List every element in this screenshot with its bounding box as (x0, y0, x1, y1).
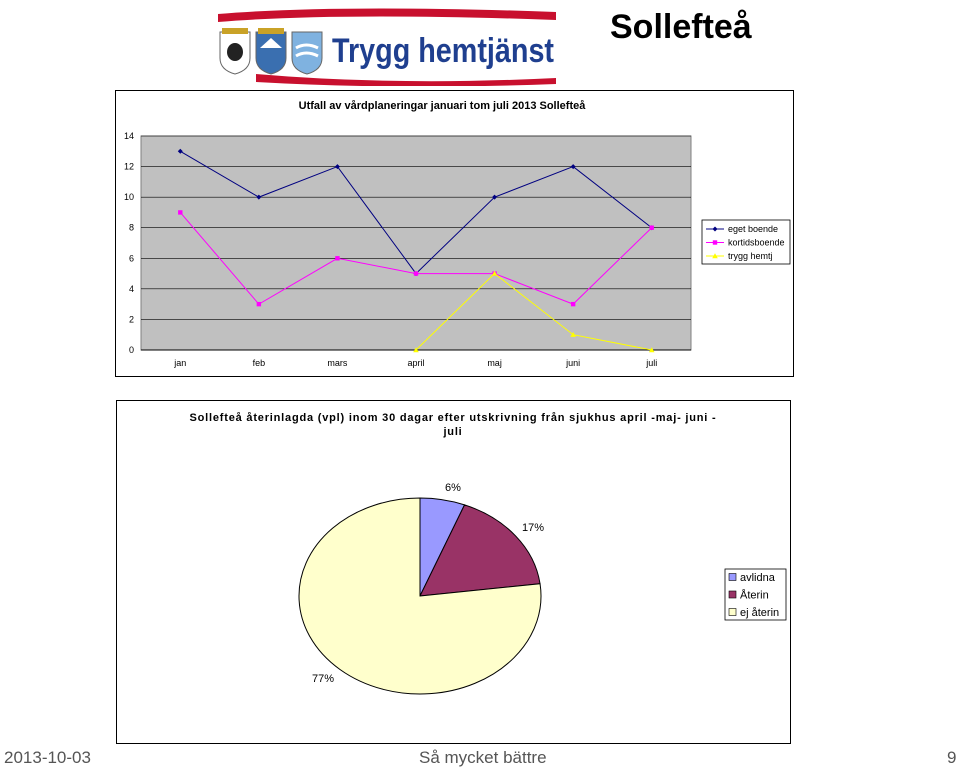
pie-chart: Sollefteå återinlagda (vpl) inom 30 daga… (190, 412, 787, 695)
legend-swatch (728, 608, 737, 616)
data-point (648, 347, 655, 353)
pie-chart-title: juli (442, 426, 462, 438)
footer-page-number: 9 (947, 748, 957, 767)
data-point (570, 301, 576, 307)
data-point (256, 301, 262, 307)
pie-slice-label: 17% (522, 522, 544, 534)
data-point (413, 271, 419, 276)
y-tick-label: 0 (129, 345, 134, 355)
data-point (413, 347, 419, 353)
pie-slice (298, 497, 542, 695)
coat-of-arms-3-icon (291, 31, 323, 75)
pie-chart-container: Sollefteå återinlagda (vpl) inom 30 daga… (116, 400, 791, 744)
line-chart-container: Utfall av vårdplaneringar januari tom ju… (115, 90, 794, 377)
footer-date: 2013-10-03 (4, 748, 91, 767)
pie-slice-label: 6% (445, 482, 461, 494)
legend-label: avlidna (740, 572, 776, 584)
series-line (415, 272, 652, 351)
data-point (712, 240, 718, 245)
line-plot-area (140, 135, 692, 351)
legend-swatch (728, 573, 737, 581)
x-tick-label: juli (645, 358, 657, 368)
x-tick-label: jan (173, 358, 186, 368)
data-point (334, 164, 340, 170)
data-point (177, 148, 183, 154)
y-tick-label: 2 (129, 314, 134, 324)
footer-center-text: Så mycket bättre (419, 748, 547, 767)
coat-of-arms-1-icon (219, 28, 251, 75)
series-trygg-hemtj (413, 270, 655, 353)
legend-label: eget boende (728, 224, 778, 234)
legend-label: ej återin (740, 607, 779, 619)
y-tick-label: 14 (124, 131, 134, 141)
x-tick-label: maj (487, 358, 502, 368)
y-tick-label: 12 (124, 162, 134, 172)
x-tick-label: juni (565, 358, 580, 368)
coat-of-arms-2-icon (255, 28, 287, 75)
x-tick-label: feb (253, 358, 266, 368)
legend-label: Återin (740, 589, 769, 602)
data-point (712, 226, 718, 232)
logo-stripes-icon (218, 8, 556, 86)
x-tick-label: mars (327, 358, 347, 368)
data-point (491, 270, 498, 276)
data-point (492, 194, 498, 200)
data-point (570, 331, 576, 337)
pie-chart-title: Sollefteå återinlagda (vpl) inom 30 daga… (190, 412, 717, 424)
line-chart-title: Utfall av vårdplaneringar januari tom ju… (299, 100, 587, 112)
data-point (335, 256, 340, 261)
pie-slice (419, 504, 541, 597)
page-title: Sollefteå (610, 8, 752, 46)
data-point (178, 210, 183, 215)
legend-label: kortidsboende (728, 238, 785, 248)
data-point (256, 194, 262, 200)
line-chart: Utfall av vårdplaneringar januari tom ju… (124, 100, 791, 368)
legend-label: trygg hemtj (728, 251, 773, 261)
data-point (712, 253, 718, 259)
logo-text: Trygg hemtjänst (332, 32, 554, 70)
y-tick-label: 6 (129, 253, 134, 263)
trygg-hemtjanst-logo: Trygg hemtjänst (218, 8, 556, 86)
y-tick-label: 4 (129, 284, 134, 294)
legend-swatch (728, 590, 737, 599)
data-point (570, 164, 576, 170)
y-tick-label: 8 (129, 223, 134, 233)
data-point (649, 225, 654, 230)
pie-slice-label: 77% (312, 673, 334, 685)
x-tick-label: april (407, 358, 424, 368)
y-tick-label: 10 (124, 192, 134, 202)
